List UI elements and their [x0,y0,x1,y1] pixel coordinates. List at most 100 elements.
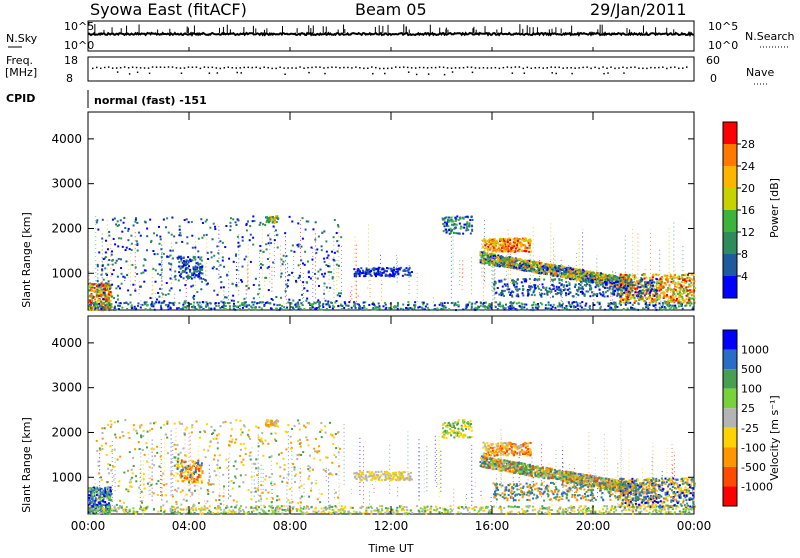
echo-cell [643,278,645,280]
echo-cell [584,278,586,280]
echo-cell [93,304,95,306]
freq-dot [379,68,381,70]
echo-cell [670,275,672,277]
freq-dot [251,67,253,69]
echo-cell [556,293,558,295]
echo-cell [487,259,489,261]
nave-dot [428,73,430,75]
echo-cell [125,302,127,304]
echo-cell [666,294,668,296]
freq-dot [168,66,170,68]
echo-cell [384,270,386,272]
echo-cell [533,269,535,271]
echo-cell [160,248,162,250]
echo-cell [582,269,584,271]
echo-cell [497,308,499,310]
echo-cell [215,302,217,304]
echo-cell [336,300,338,302]
nave-dot [149,73,151,75]
echo-cell [650,284,652,286]
echo-cell [558,278,560,280]
echo-cell [411,271,413,273]
echo-cell [482,260,484,262]
echo-cell [691,294,693,296]
echo-cell [612,285,614,287]
echo-cell [501,292,503,294]
echo-cell [597,301,599,303]
echo-cell [194,306,196,308]
echo-cell [265,302,267,304]
nave-dot [209,72,211,74]
echo-cell [471,308,473,310]
echo-cell [655,285,657,287]
echo-cell [108,302,110,304]
echo-cell [303,287,305,289]
echo-cell [545,289,547,291]
echo-cell [308,276,310,278]
echo-cell [267,258,269,260]
freq-dot [650,67,652,69]
echo-cell [628,294,630,296]
echo-cell [178,307,180,309]
echo-cell [651,279,653,281]
freq-dot [176,67,178,69]
freq-dot [243,67,245,69]
echo-cell [565,307,567,309]
echo-cell [102,298,104,300]
echo-cell [520,308,522,310]
echo-cell [609,287,611,289]
echo-cell [248,308,250,310]
echo-cell [581,307,583,309]
echo-cell [179,229,181,231]
echo-cell [321,309,323,311]
echo-cell [368,304,370,306]
echo-cell [521,249,523,251]
echo-cell [632,294,634,296]
echo-cell [225,308,227,310]
echo-cell [462,309,464,311]
echo-cell [285,308,287,310]
echo-cell [471,229,473,231]
echo-cell [114,218,116,220]
echo-cell [120,302,122,304]
echo-cell [665,307,667,309]
echo-cell [174,270,176,272]
echo-cell [337,224,339,226]
echo-cell [318,285,320,287]
echo-cell [658,302,660,304]
echo-cell [207,252,209,254]
echo-cell [214,226,216,228]
echo-cell [448,219,450,221]
freq-dot [539,67,541,69]
echo-cell [385,274,387,276]
echo-cell [219,307,221,309]
echo-cell [513,284,515,286]
freq-dot [295,67,297,69]
echo-cell [362,270,364,272]
echo-cell [262,264,264,266]
echo-cell [220,301,222,303]
echo-cell [499,259,501,261]
freq-dot [670,67,672,69]
echo-cell [127,289,129,291]
echo-cell [229,229,231,231]
freq-dot [499,68,501,70]
echo-cell [235,284,237,286]
echo-cell [580,271,582,273]
echo-cell [529,243,531,245]
echo-cell [581,282,583,284]
echo-cell [684,282,686,284]
echo-cell [372,308,374,310]
echo-cell [115,301,117,303]
echo-cell [494,238,496,240]
echo-cell [253,220,255,222]
echo-cell [559,282,561,284]
echo-cell [549,288,551,290]
echo-cell [602,285,604,287]
echo-cell [659,281,661,283]
echo-cell [569,309,571,311]
echo-cell [613,291,615,293]
echo-cell [657,287,659,289]
echo-cell [359,271,361,273]
echo-cell [508,259,510,261]
